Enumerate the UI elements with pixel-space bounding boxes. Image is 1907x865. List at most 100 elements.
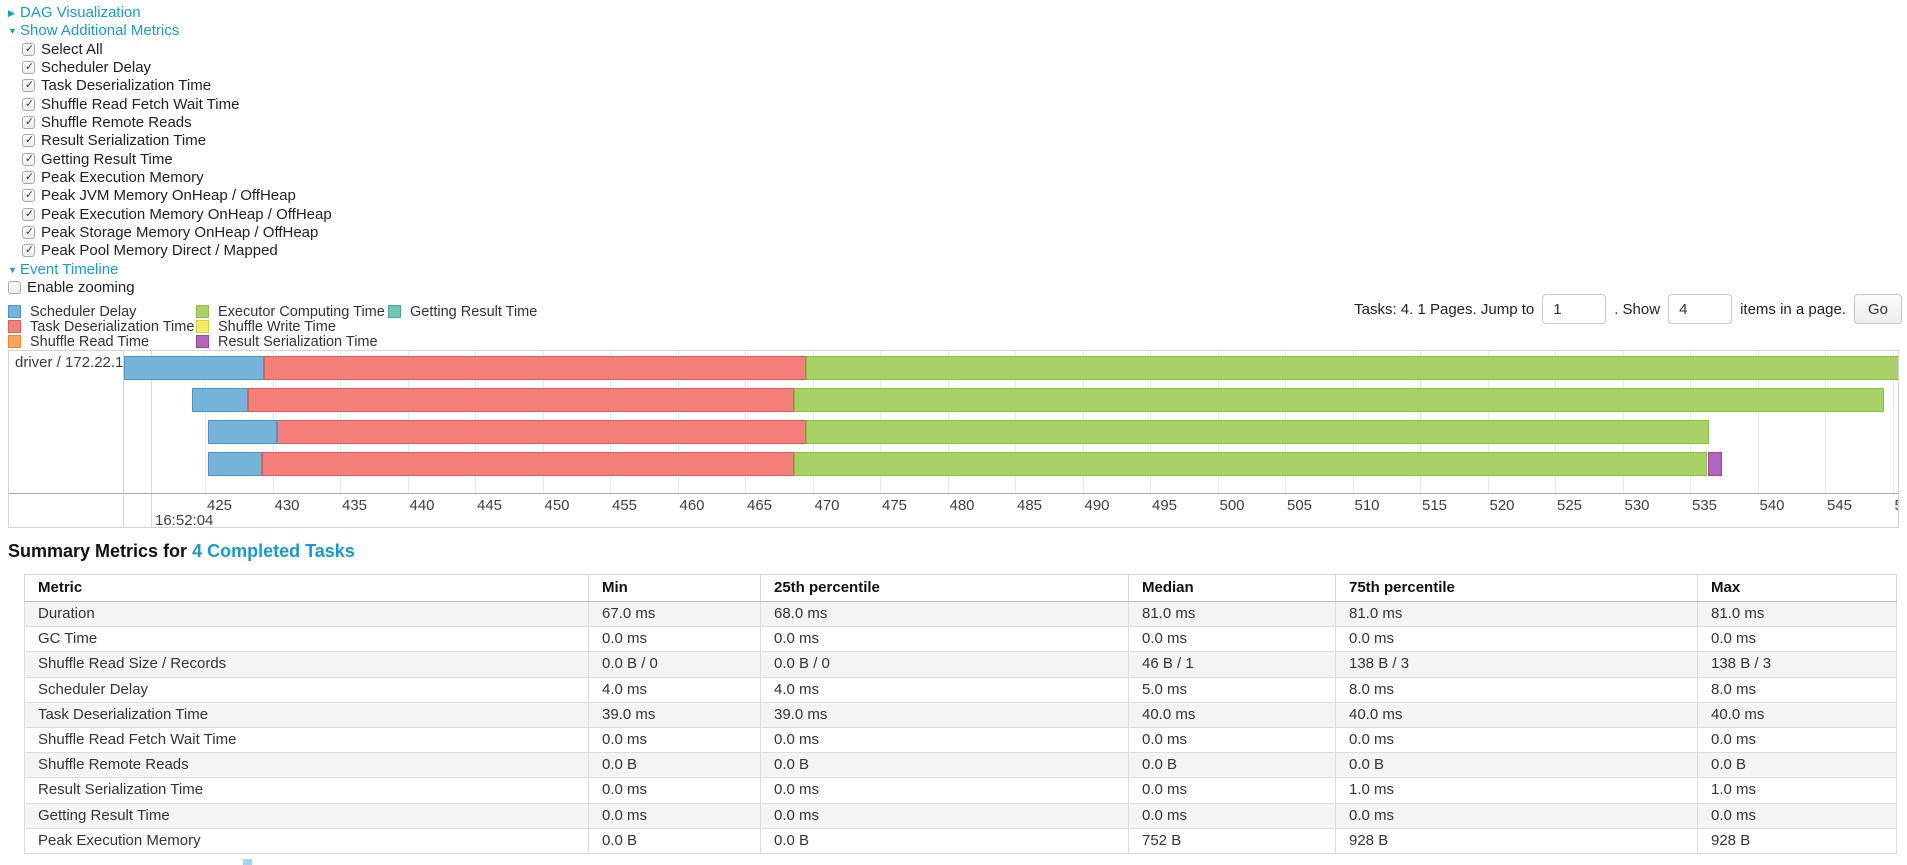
task-bar-segment-scheduler_delay[interactable] — [124, 356, 265, 380]
event-timeline-link[interactable]: Event Timeline — [20, 260, 119, 278]
task-bar-segment-executor_computing[interactable] — [805, 420, 1709, 444]
table-row: Shuffle Remote Reads 0.0 B 0.0 B 0.0 B 0.0 B… — [24, 752, 1897, 779]
task-bar-segment-scheduler_delay[interactable] — [191, 388, 249, 412]
metric-name-cell: Peak Execution Memory — [24, 827, 589, 855]
enable-zooming-checkbox[interactable] — [8, 281, 21, 295]
table-row: GC Time 0.0 ms 0.0 ms 0.0 ms 0.0 ms 0.0 ms — [24, 626, 1897, 653]
items-per-page-input[interactable] — [1668, 294, 1733, 324]
task-bar-segment-task_deserialization[interactable] — [276, 420, 806, 444]
table-header-cell: Min — [588, 574, 761, 602]
timeline-tick-label: 480 — [949, 497, 975, 514]
metric-name-cell: Scheduler Delay — [24, 676, 589, 703]
timeline-major-gridline — [151, 351, 152, 527]
metric-value-cell: 0.0 ms — [1128, 626, 1336, 653]
task-bar-segment-task_deserialization[interactable] — [261, 452, 794, 476]
table-row: Task Deserialization Time 39.0 ms 39.0 ms 4… — [24, 701, 1897, 729]
metric-checkbox[interactable]: ✓ — [22, 244, 35, 258]
metric-checkbox[interactable]: ✓ — [22, 152, 35, 166]
event-timeline-toggle[interactable]: ▼ Event Timeline — [8, 261, 332, 279]
clipped-content-sliver — [243, 859, 252, 865]
checkmark-icon: ✓ — [24, 134, 35, 147]
checkmark-icon: ✓ — [24, 207, 35, 220]
metric-value-cell: 40.0 ms — [1697, 701, 1897, 729]
items-per-page-label: items in a page. — [1740, 300, 1846, 318]
legend-column: Getting Result Time — [388, 305, 537, 320]
metric-value-cell: 138 B / 3 — [1697, 651, 1897, 678]
legend-item: Scheduler Delay — [8, 305, 194, 320]
table-row: Scheduler Delay 4.0 ms 4.0 ms 5.0 ms 8.0 ms 8… — [24, 676, 1897, 703]
task-bar-segment-scheduler_delay[interactable] — [207, 452, 262, 476]
timeline-tick-label: 460 — [679, 497, 705, 514]
metric-checkbox[interactable]: ✓ — [22, 61, 35, 75]
task-bar-segment-executor_computing[interactable] — [793, 388, 1885, 412]
metric-value-cell: 0.0 ms — [588, 802, 761, 829]
task-bar-segment-executor_computing[interactable] — [805, 356, 1898, 380]
metric-checkbox-row: ✓ Peak Pool Memory Direct / Mapped — [8, 242, 332, 260]
metric-value-cell: 40.0 ms — [1128, 701, 1336, 729]
table-row: Duration 67.0 ms 68.0 ms 81.0 ms 81.0 ms 81.0… — [24, 600, 1897, 628]
checkmark-icon: ✓ — [24, 189, 35, 202]
metric-value-cell: 81.0 ms — [1697, 600, 1897, 628]
timeline-tick-label: 430 — [274, 497, 300, 514]
jump-to-page-input[interactable] — [1542, 294, 1607, 324]
timeline-tick-label: 520 — [1489, 497, 1515, 514]
metric-checkbox[interactable]: ✓ — [22, 42, 35, 56]
metric-checkbox-label: Scheduler Delay — [41, 59, 152, 77]
metric-checkbox[interactable]: ✓ — [22, 226, 35, 240]
timeline-gridline — [1892, 351, 1894, 493]
dag-visualization-link[interactable]: DAG Visualization — [20, 4, 141, 21]
legend-item: Executor Computing Time — [196, 305, 385, 320]
metric-value-cell: 928 B — [1697, 827, 1897, 855]
metric-value-cell: 67.0 ms — [588, 600, 761, 628]
legend-label: Task Deserialization Time — [30, 318, 195, 335]
metric-value-cell: 0.0 B — [1697, 752, 1897, 779]
timeline-tick-label: 515 — [1422, 497, 1448, 514]
metric-checkbox[interactable]: ✓ — [22, 79, 35, 93]
legend-swatch-shuffle_read — [8, 334, 21, 348]
metric-checkbox-row: ✓ Shuffle Read Fetch Wait Time — [8, 96, 332, 114]
show-additional-metrics-link[interactable]: Show Additional Metrics — [20, 22, 180, 40]
metric-checkbox[interactable]: ✓ — [22, 189, 35, 203]
metric-value-cell: 752 B — [1128, 827, 1336, 855]
table-row: Result Serialization Time 0.0 ms 0.0 ms 0.0… — [24, 777, 1897, 804]
metric-checkbox-label: Peak Execution Memory OnHeap / OffHeap — [41, 205, 332, 223]
timeline-tick-label: 485 — [1017, 497, 1043, 514]
timeline-plot-area: 425 430 435 440 445 450 455 460 465 470 475 480 485 4… — [124, 351, 1898, 527]
metric-checkbox-label: Peak Pool Memory Direct / Mapped — [41, 242, 278, 260]
stage-controls: ▶ DAG Visualization ▼ Show Additional Metr… — [8, 4, 332, 298]
metric-name-cell: GC Time — [24, 626, 589, 653]
table-row: Shuffle Read Size / Records 0.0 B / 0 0.0 … — [24, 651, 1897, 678]
go-button[interactable]: Go — [1853, 294, 1902, 324]
metric-name-cell: Getting Result Time — [24, 802, 589, 829]
metric-name-cell: Shuffle Remote Reads — [24, 752, 589, 779]
show-additional-metrics-toggle[interactable]: ▼ Show Additional Metrics — [8, 22, 332, 40]
metric-checkbox-label: Select All — [41, 40, 103, 58]
timeline-tick-label: 450 — [544, 497, 570, 514]
timeline-gridline — [1825, 351, 1826, 493]
legend-swatch-getting_result — [388, 305, 401, 318]
table-header-cell: 25th percentile — [760, 574, 1129, 602]
metric-checkbox[interactable]: ✓ — [22, 134, 35, 148]
metric-checkbox[interactable]: ✓ — [22, 171, 35, 185]
table-header-cell: 75th percentile — [1335, 574, 1698, 602]
timeline-tick-label: 530 — [1624, 497, 1650, 514]
metric-value-cell: 81.0 ms — [1128, 600, 1336, 628]
task-bar-segment-scheduler_delay[interactable] — [207, 420, 277, 444]
timeline-tick-label: 440 — [409, 497, 435, 514]
task-bar-segment-result_serialization[interactable] — [1707, 452, 1723, 476]
metric-checkbox-list: ✓ Select All ✓ Scheduler Delay ✓ Task Deseria… — [8, 41, 332, 261]
metric-checkbox-label: Task Deserialization Time — [41, 77, 212, 95]
dag-visualization-toggle[interactable]: ▶ DAG Visualization — [8, 4, 332, 22]
task-bar-segment-executor_computing[interactable] — [793, 452, 1708, 476]
checkmark-icon: ✓ — [24, 42, 35, 55]
metric-checkbox[interactable]: ✓ — [22, 97, 35, 111]
metric-checkbox[interactable]: ✓ — [22, 207, 35, 221]
metric-checkbox-row: ✓ Getting Result Time — [8, 151, 332, 169]
metric-checkbox-row: ✓ Result Serialization Time — [8, 132, 332, 150]
legend-item: Result Serialization Time — [196, 334, 385, 350]
task-bar-segment-task_deserialization[interactable] — [248, 388, 794, 412]
task-bar-segment-task_deserialization[interactable] — [264, 356, 806, 380]
metric-checkbox[interactable]: ✓ — [22, 116, 35, 130]
metric-checkbox-label: Peak Execution Memory — [41, 169, 204, 187]
completed-tasks-link[interactable]: 4 Completed Tasks — [192, 541, 355, 561]
